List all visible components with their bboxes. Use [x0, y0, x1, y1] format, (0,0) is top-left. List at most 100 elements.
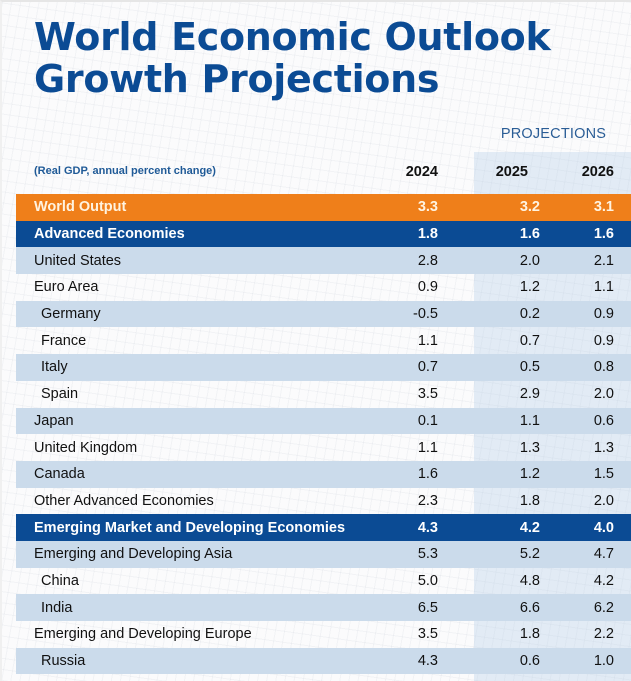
value-2024: 5.3: [417, 546, 438, 563]
row-label: Other Advanced Economies: [34, 492, 214, 509]
value-2026: 1.1: [593, 279, 614, 296]
table-row: Emerging Market and Developing Economies…: [16, 514, 631, 541]
table-row: Spain 3.5 2.9 2.0: [16, 381, 631, 408]
value-2025: 1.2: [519, 279, 540, 296]
value-2025: 0.7: [519, 332, 540, 349]
value-2025: 1.3: [519, 439, 540, 456]
value-2025: 0.2: [519, 306, 540, 323]
table-row: Canada 1.6 1.2 1.5: [16, 460, 631, 488]
value-2024: 0.9: [417, 279, 438, 296]
value-2026: 0.9: [593, 306, 614, 323]
row-label: Canada: [34, 466, 85, 483]
table-row: Germany -0.5 0.2 0.9: [16, 300, 631, 328]
table-row: Japan 0.1 1.1 0.6: [16, 407, 631, 435]
table-row: Emerging and Developing Europe 3.5 1.8 2.2: [16, 621, 631, 648]
value-2026: 4.7: [593, 546, 614, 563]
value-2025: 1.2: [519, 466, 540, 483]
value-2025: 0.6: [519, 653, 540, 670]
value-2025: 2.0: [519, 252, 540, 269]
table-row: Advanced Economies 1.8 1.6 1.6: [16, 220, 631, 248]
value-2024: 5.0: [417, 572, 438, 589]
value-2024: -0.5: [413, 306, 438, 323]
value-2025: 6.6: [519, 599, 540, 616]
value-2026: 1.3: [593, 439, 614, 456]
value-2025: 2.9: [519, 386, 540, 403]
row-label: Spain: [41, 386, 79, 403]
value-2026: 2.0: [593, 386, 614, 403]
value-2026: 2.1: [593, 252, 614, 269]
row-label: United States: [34, 252, 122, 269]
row-label: Emerging and Developing Europe: [34, 626, 252, 643]
value-2024: 1.8: [417, 226, 438, 243]
value-2025: 3.2: [519, 199, 540, 216]
value-2026: 0.9: [593, 332, 614, 349]
row-label: Italy: [41, 359, 68, 376]
row-label: Germany: [41, 306, 101, 323]
table-row: Italy 0.7 0.5 0.8: [16, 354, 631, 381]
table-row: Euro Area 0.9 1.2 1.1: [16, 274, 631, 301]
value-2026: 1.0: [593, 653, 614, 670]
table-row: India 6.5 6.6 6.2: [16, 594, 631, 621]
value-2024: 3.5: [417, 386, 438, 403]
title-line-2: Growth Projections: [34, 57, 440, 101]
row-label: Emerging Market and Developing Economies: [34, 519, 346, 536]
row-label: France: [41, 332, 87, 349]
table-row: Emerging and Developing Asia 5.3 5.2 4.7: [16, 540, 631, 568]
table-row: United States 2.8 2.0 2.1: [16, 247, 631, 275]
document-title: World Economic Outlook Growth Projection…: [34, 15, 551, 101]
row-label: India: [41, 599, 73, 616]
row-label: United Kingdom: [34, 439, 138, 456]
value-2024: 2.8: [417, 252, 438, 269]
column-header-2026: 2026: [581, 164, 614, 180]
value-2025: 0.5: [519, 359, 540, 376]
value-2025: 4.2: [519, 519, 540, 536]
value-2024: 3.3: [417, 199, 438, 216]
row-label: Emerging and Developing Asia: [34, 546, 233, 563]
value-2026: 1.5: [593, 466, 614, 483]
value-2026: 6.2: [593, 599, 614, 616]
column-header-2024: 2024: [405, 164, 438, 180]
column-header-2025: 2025: [495, 164, 528, 180]
table-subtitle: (Real GDP, annual percent change): [34, 165, 216, 177]
value-2025: 1.6: [519, 226, 540, 243]
value-2025: 5.2: [519, 546, 540, 563]
table-row: France 1.1 0.7 0.9: [16, 327, 631, 354]
table-row: World Output 3.3 3.2 3.1: [16, 194, 631, 221]
table-row-partial: [16, 674, 631, 681]
value-2026: 0.6: [593, 412, 614, 429]
value-2026: 1.6: [593, 226, 614, 243]
value-2024: 6.5: [417, 599, 438, 616]
value-2024: 1.1: [417, 439, 438, 456]
table-row: China 5.0 4.8 4.2: [16, 568, 631, 595]
value-2026: 3.1: [593, 199, 614, 216]
value-2025: 1.8: [519, 626, 540, 643]
projections-label: PROJECTIONS: [500, 126, 607, 142]
value-2024: 4.3: [417, 519, 438, 536]
value-2024: 1.1: [417, 332, 438, 349]
value-2026: 4.2: [593, 572, 614, 589]
row-label: Japan: [34, 412, 74, 429]
row-label: World Output: [34, 199, 127, 216]
table-row: Russia 4.3 0.6 1.0: [16, 647, 631, 675]
title-line-1: World Economic Outlook: [34, 15, 551, 59]
row-label: Euro Area: [34, 279, 99, 296]
table-row: United Kingdom 1.1 1.3 1.3: [16, 434, 631, 461]
row-label: Advanced Economies: [34, 226, 185, 243]
value-2026: 0.8: [593, 359, 614, 376]
value-2024: 0.1: [417, 412, 438, 429]
value-2026: 4.0: [593, 519, 614, 536]
value-2024: 0.7: [417, 359, 438, 376]
value-2025: 4.8: [519, 572, 540, 589]
value-2025: 1.1: [519, 412, 540, 429]
value-2024: 3.5: [417, 626, 438, 643]
value-2024: 2.3: [417, 492, 438, 509]
value-2024: 1.6: [417, 466, 438, 483]
value-2026: 2.2: [593, 626, 614, 643]
value-2026: 2.0: [593, 492, 614, 509]
value-2025: 1.8: [519, 492, 540, 509]
table-row: Other Advanced Economies 2.3 1.8 2.0: [16, 488, 631, 515]
growth-table: World Output 3.3 3.2 3.1 Advanced Economies 1…: [16, 194, 631, 681]
value-2024: 4.3: [417, 653, 438, 670]
row-label: China: [41, 572, 79, 589]
